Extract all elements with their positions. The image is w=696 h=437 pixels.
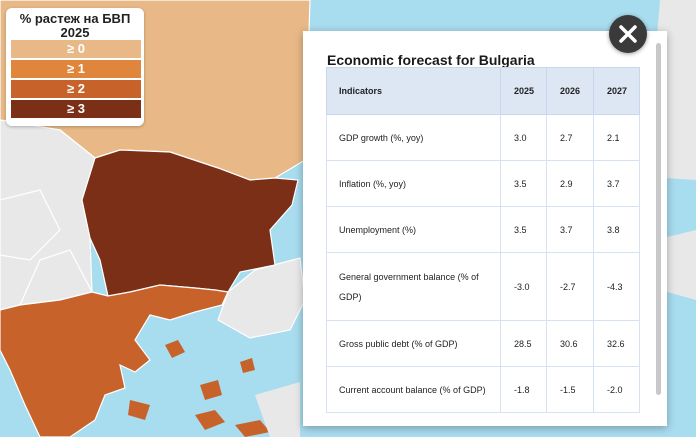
legend-item: ≥ 0 xyxy=(11,40,141,58)
value-cell: -2.7 xyxy=(546,252,594,321)
indicator-cell: Current account balance (% of GDP) xyxy=(326,366,501,413)
value-cell: 28.5 xyxy=(500,320,547,367)
value-cell: 3.5 xyxy=(500,206,547,253)
value-cell: -1.8 xyxy=(500,366,547,413)
legend-item: ≥ 1 xyxy=(11,60,141,78)
value-cell: -2.0 xyxy=(593,366,640,413)
table-row: Unemployment (%) 3.5 3.7 3.8 xyxy=(326,206,640,253)
legend-title: % растеж на БВП 2025 xyxy=(19,11,131,40)
value-cell: 3.5 xyxy=(500,160,547,207)
value-cell: -3.0 xyxy=(500,252,547,321)
legend-item: ≥ 3 xyxy=(11,100,141,118)
table-row: General government balance (% of GDP) -3… xyxy=(326,252,640,321)
map-legend: % растеж на БВП 2025 ≥ 0 ≥ 1 ≥ 2 ≥ 3 xyxy=(6,8,144,126)
forecast-panel: Economic forecast for Bulgaria Indicator… xyxy=(303,31,667,426)
value-cell: 3.8 xyxy=(593,206,640,253)
western-balkans-region xyxy=(0,119,96,311)
value-cell: 30.6 xyxy=(546,320,594,367)
close-button[interactable] xyxy=(609,15,647,53)
header-2026: 2026 xyxy=(546,67,594,115)
value-cell: -1.5 xyxy=(546,366,594,413)
bulgaria-region xyxy=(81,149,299,297)
table-header-row: Indicators 2025 2026 2027 xyxy=(326,67,640,115)
header-2027: 2027 xyxy=(593,67,640,115)
value-cell: 32.6 xyxy=(593,320,640,367)
legend-item: ≥ 2 xyxy=(11,80,141,98)
value-cell: 3.7 xyxy=(593,160,640,207)
indicator-cell: Gross public debt (% of GDP) xyxy=(326,320,501,367)
scrollbar-thumb[interactable] xyxy=(656,43,661,395)
indicator-cell: General government balance (% of GDP) xyxy=(326,252,501,321)
value-cell: 2.9 xyxy=(546,160,594,207)
greek-island xyxy=(165,340,185,358)
value-cell: 3.7 xyxy=(546,206,594,253)
value-cell: 3.0 xyxy=(500,114,547,161)
greek-island xyxy=(240,358,255,373)
table-row: GDP growth (%, yoy) 3.0 2.7 2.1 xyxy=(326,114,640,161)
table-row: Gross public debt (% of GDP) 28.5 30.6 3… xyxy=(326,320,640,367)
table-row: Inflation (%, yoy) 3.5 2.9 3.7 xyxy=(326,160,640,207)
greek-island xyxy=(195,410,225,430)
header-2025: 2025 xyxy=(500,67,547,115)
legend-items: ≥ 0 ≥ 1 ≥ 2 ≥ 3 xyxy=(11,40,141,120)
value-cell: 2.7 xyxy=(546,114,594,161)
header-indicators: Indicators xyxy=(326,67,501,115)
indicator-cell: GDP growth (%, yoy) xyxy=(326,114,501,161)
indicator-cell: Unemployment (%) xyxy=(326,206,501,253)
value-cell: 2.1 xyxy=(593,114,640,161)
greek-island xyxy=(128,400,150,420)
forecast-table: Indicators 2025 2026 2027 GDP growth (%,… xyxy=(326,67,640,413)
close-icon xyxy=(619,25,637,43)
greek-island xyxy=(235,420,270,437)
indicator-cell: Inflation (%, yoy) xyxy=(326,160,501,207)
greek-island xyxy=(200,380,222,400)
greece-region xyxy=(0,284,229,437)
table-row: Current account balance (% of GDP) -1.8 … xyxy=(326,366,640,413)
value-cell: -4.3 xyxy=(593,252,640,321)
panel-title: Economic forecast for Bulgaria xyxy=(327,52,535,68)
